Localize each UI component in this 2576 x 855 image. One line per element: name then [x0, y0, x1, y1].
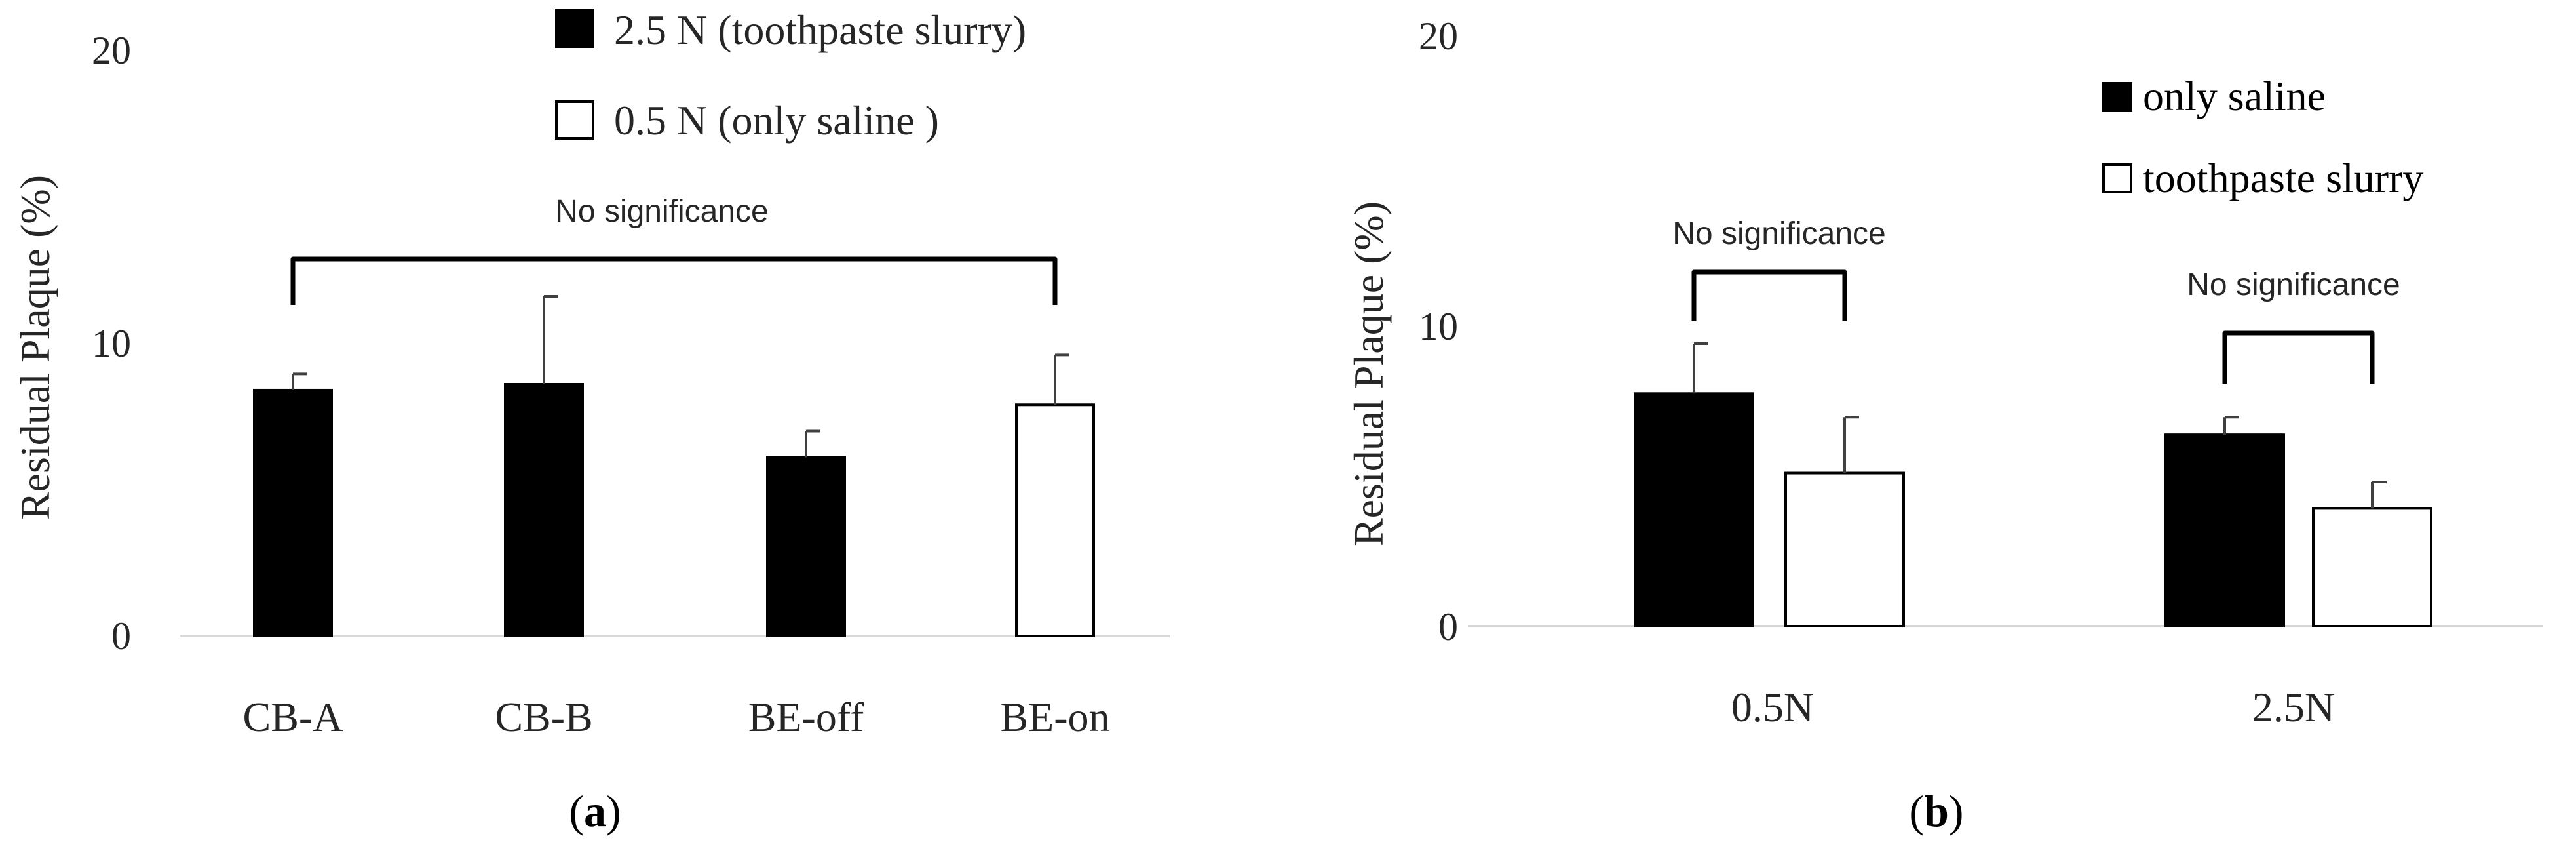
panel-a-caption: (a) — [569, 786, 621, 836]
bar — [253, 388, 333, 637]
legend-swatch-open — [2102, 163, 2132, 193]
legend-label: toothpaste slurry — [2143, 155, 2423, 201]
y-tick-label: 10 — [92, 322, 131, 365]
panel-b: Residual Plaque (%) 0 10 20 0.5N 2.5N on… — [1345, 14, 2543, 836]
significance-label: No significance — [2187, 268, 2400, 302]
bar — [504, 383, 584, 637]
panel-b-yticks: 0 10 20 — [1419, 14, 1458, 648]
bar — [1784, 471, 1905, 628]
legend-label: 0.5 N (only saline ) — [614, 97, 939, 144]
panel-b-legend: only saline toothpaste slurry — [2102, 73, 2423, 201]
legend-label: 2.5 N (toothpaste slurry) — [614, 7, 1026, 53]
x-tick-label: BE-on — [1000, 694, 1109, 740]
y-tick-label: 20 — [1419, 14, 1458, 58]
legend-swatch-open — [555, 100, 594, 140]
significance-label: No significance — [1672, 216, 1886, 251]
panel-b-caption: (b) — [1909, 786, 1963, 836]
panel-b-bars — [1634, 342, 2432, 628]
legend-swatch-filled — [555, 9, 594, 48]
panel-a: Residual Plaque (%) 0 10 20 CB-A CB-B BE… — [12, 7, 1170, 836]
panel-a-bars — [253, 295, 1095, 637]
x-tick-label: BE-off — [748, 694, 864, 740]
x-tick-label: CB-B — [495, 694, 592, 740]
bar — [2164, 433, 2285, 628]
x-tick-label: 2.5N — [2252, 684, 2335, 730]
significance-bracket — [2222, 330, 2375, 384]
bar — [766, 456, 846, 637]
y-tick-label: 0 — [111, 614, 131, 658]
y-tick-label: 0 — [1438, 605, 1458, 648]
panel-a-yticks: 0 10 20 — [92, 29, 131, 658]
bar — [1634, 392, 1754, 627]
legend-label: only saline — [2143, 73, 2326, 119]
panel-a-legend: 2.5 N (toothpaste slurry) 0.5 N (only sa… — [555, 7, 1026, 144]
panel-b-xticks: 0.5N 2.5N — [1731, 684, 2335, 730]
y-tick-label: 20 — [92, 29, 131, 72]
y-tick-label: 10 — [1419, 305, 1458, 348]
bar — [1015, 403, 1095, 637]
panel-b-ylabel: Residual Plaque (%) — [1345, 201, 1392, 546]
legend-swatch-filled — [2102, 82, 2132, 112]
significance-label: No significance — [555, 194, 769, 229]
panel-a-ylabel: Residual Plaque (%) — [12, 175, 58, 520]
x-tick-label: CB-A — [243, 694, 343, 740]
significance-bracket — [1691, 269, 1847, 321]
bar — [2312, 507, 2432, 628]
panel-a-xticks: CB-A CB-B BE-off BE-on — [243, 694, 1110, 740]
x-tick-label: 0.5N — [1731, 684, 1814, 730]
significance-bracket — [290, 256, 1058, 305]
